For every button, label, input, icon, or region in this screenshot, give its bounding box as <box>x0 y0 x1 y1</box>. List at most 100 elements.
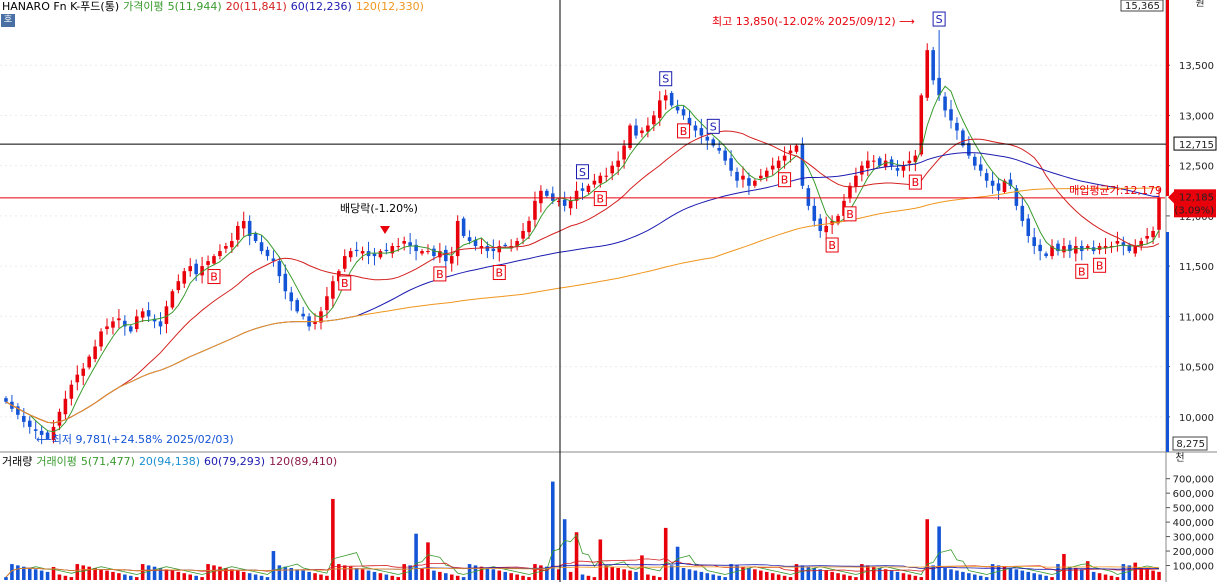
buy-marker <box>843 206 857 222</box>
volume-bar <box>1079 569 1084 580</box>
candle-body <box>1139 241 1143 247</box>
candle-body <box>241 220 246 229</box>
volume-bar <box>444 573 448 580</box>
volume-bar <box>277 565 282 580</box>
candle-body <box>152 318 157 322</box>
volume-title: 거래량 <box>2 455 33 468</box>
candle-body <box>158 321 163 327</box>
volume-bar <box>824 570 828 580</box>
volume-bar <box>622 569 626 580</box>
candle-body <box>467 237 472 242</box>
candle-body <box>247 220 252 236</box>
candle-body <box>515 241 519 247</box>
ma20-value: 20(11,841) <box>225 0 287 13</box>
volume-bar <box>265 577 270 580</box>
buy-marker-label: B <box>1078 265 1086 278</box>
candle-body <box>57 411 62 426</box>
volume-bar <box>1097 573 1102 580</box>
candle-body <box>866 160 870 169</box>
candle-body <box>378 251 383 258</box>
volume-bar <box>194 575 198 580</box>
candle-body <box>788 150 793 154</box>
candle-body <box>212 256 216 264</box>
ma120-value: 120(12,330) <box>355 0 424 13</box>
candle-body <box>848 185 852 199</box>
candle-body <box>955 122 959 131</box>
volume-bar <box>301 570 305 580</box>
volume-bar <box>978 575 983 580</box>
volume-bar <box>396 577 401 580</box>
sell-marker-label: S <box>710 120 717 133</box>
price-axis-top-box <box>1120 0 1164 12</box>
candle-body <box>51 426 56 441</box>
candle-body <box>693 125 698 131</box>
volume-bar <box>307 571 311 580</box>
candle-body <box>533 200 537 220</box>
candle-body <box>550 193 555 201</box>
volume-bar <box>806 566 811 580</box>
crosshair-price-label: 12,715 <box>1179 140 1214 151</box>
candle-body <box>348 251 353 258</box>
volume-bar <box>1121 564 1126 580</box>
volume-bar <box>39 570 44 580</box>
buy-marker-label: B <box>436 268 444 281</box>
candle-body <box>1145 236 1149 239</box>
candle-body <box>111 321 115 328</box>
candle-body <box>230 241 234 248</box>
candle-body <box>206 261 210 265</box>
volume-bar <box>22 566 26 580</box>
volume-bar <box>1145 569 1149 580</box>
candle-body <box>182 271 187 284</box>
candle-body <box>224 246 228 249</box>
volume-bar <box>164 569 169 580</box>
volume-bar <box>901 573 906 580</box>
volume-bar <box>1014 569 1019 580</box>
candle-body <box>699 128 704 136</box>
candle-body <box>616 160 620 167</box>
volume-bar <box>218 566 222 580</box>
volume-bar <box>325 575 329 580</box>
volume-bar <box>521 575 525 580</box>
price-tick-label: 13,000 <box>1179 111 1214 122</box>
buy-marker <box>825 237 839 253</box>
candle-body <box>331 281 335 299</box>
candle-body <box>604 175 609 177</box>
candle-body <box>562 199 567 206</box>
candle-body <box>628 125 632 148</box>
candle-body <box>913 155 918 162</box>
candle-body <box>1008 179 1013 186</box>
volume-bar <box>384 574 389 580</box>
volume-bar <box>390 575 395 580</box>
candle-body <box>996 183 1001 191</box>
volume-bar <box>105 570 109 580</box>
candle-body <box>360 251 365 254</box>
candle-body <box>444 249 448 262</box>
candle-body <box>854 175 858 187</box>
volume-bar <box>550 481 555 580</box>
volume-bar <box>313 573 317 580</box>
volume-bar <box>295 569 299 580</box>
price-tick-label: 11,000 <box>1179 312 1214 323</box>
candle-body <box>39 430 44 435</box>
volume-bar <box>961 571 965 580</box>
volume-bar <box>230 569 234 580</box>
candle-body <box>1056 243 1060 252</box>
volume-bar <box>420 567 424 580</box>
volume-bar <box>955 570 959 580</box>
volume-bar <box>735 565 739 580</box>
price-tick-label: 13,500 <box>1179 61 1214 72</box>
candle-body <box>860 165 864 175</box>
candle-body <box>1050 246 1054 257</box>
buy-marker <box>908 174 922 190</box>
volume-bar <box>16 565 20 580</box>
volume-bar <box>556 569 561 580</box>
buy-marker-label: B <box>341 277 349 290</box>
buy-marker <box>492 265 506 281</box>
candle-body <box>705 136 710 141</box>
candle-body <box>342 256 347 269</box>
candle-body <box>1074 246 1078 254</box>
candle-body <box>69 384 74 399</box>
quote-badge[interactable]: 호 <box>1 14 15 27</box>
volume-bar <box>711 574 716 580</box>
